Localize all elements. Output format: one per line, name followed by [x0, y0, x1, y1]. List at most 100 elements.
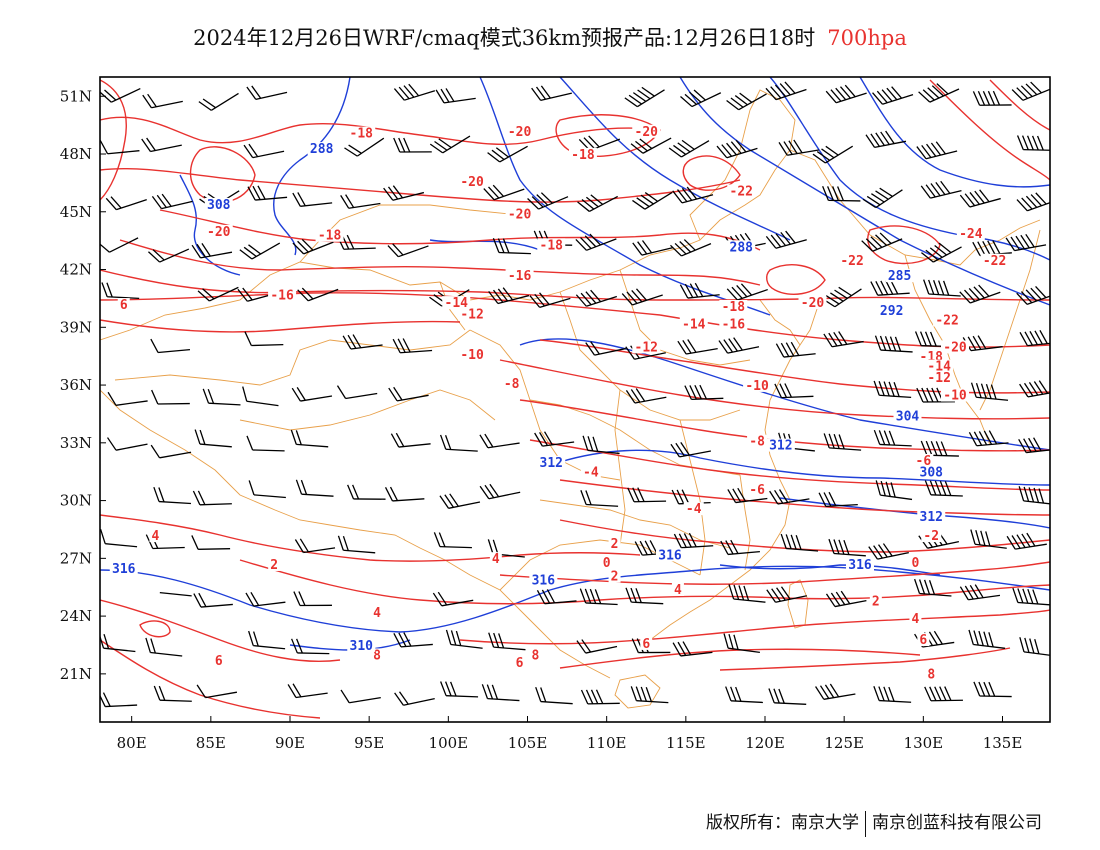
wind-barb	[245, 591, 286, 607]
temperature-label-bg	[743, 378, 772, 392]
wind-barb	[193, 592, 233, 608]
wind-barb	[765, 81, 807, 101]
wind-barb	[968, 629, 1006, 649]
height-label: 292	[880, 304, 903, 319]
xinjiang-inner-border	[114, 329, 471, 386]
wind-barb	[916, 387, 955, 403]
temperature-label: 6	[215, 654, 223, 669]
wind-barb	[393, 137, 432, 153]
temperature-label-bg	[719, 317, 748, 331]
temperature-label: 4	[492, 552, 500, 567]
wind-barb	[673, 532, 714, 549]
lon-tick-label: 130E	[904, 734, 944, 752]
wind-barb	[868, 543, 909, 560]
height-label: 312	[769, 439, 792, 454]
temperature-label-bg	[117, 298, 130, 312]
height-label: 310	[350, 639, 374, 654]
wind-barb	[106, 437, 148, 451]
temperature-label-bg	[679, 317, 708, 331]
height-label: 308	[920, 466, 944, 481]
wind-barb	[632, 240, 674, 256]
temperature-label: 2	[872, 595, 880, 610]
temperature-label-bg	[568, 147, 597, 161]
wind-barb	[812, 145, 854, 164]
temperature-label-bg	[956, 226, 985, 240]
temperature-label-bg	[671, 583, 684, 596]
wind-barb	[575, 289, 618, 307]
height-label-bg	[917, 509, 946, 523]
height-label-bg	[877, 303, 906, 317]
temperature-label-bg	[913, 454, 934, 467]
height-label-bg	[917, 465, 946, 479]
temperature-label: 2	[611, 570, 619, 585]
wind-barb	[153, 486, 191, 505]
temperature-label: -20	[460, 175, 484, 190]
wind-barb	[726, 92, 767, 111]
wind-barb	[632, 191, 673, 210]
wind-barb	[677, 339, 718, 355]
wind-barb	[243, 143, 285, 159]
wind-barb	[778, 139, 819, 156]
central-prov-7	[614, 389, 626, 546]
wind-barb	[625, 388, 667, 404]
temperature-label-bg	[505, 207, 534, 221]
wind-barb	[100, 633, 136, 653]
lon-tick-label: 135E	[983, 734, 1023, 752]
wind-barb	[293, 591, 332, 607]
height-label-bg	[846, 557, 874, 571]
temperature-label: -12	[635, 340, 658, 355]
lon-tick-label: 120E	[745, 734, 785, 752]
temperature-label-bg	[149, 529, 162, 543]
wind-barb	[384, 486, 425, 502]
wind-barb	[972, 90, 1012, 106]
temperature-label-bg	[537, 238, 566, 252]
temperature-label: 2	[270, 558, 278, 573]
lon-tick-label: 115E	[666, 734, 706, 752]
temperature-label: -18	[571, 148, 595, 163]
wind-barb	[145, 637, 183, 657]
temperature-label: -4	[686, 502, 702, 517]
wind-barb	[246, 435, 285, 452]
temperature-contours	[100, 79, 1050, 719]
map-frame	[99, 76, 1051, 723]
temperature-label: -22	[840, 254, 863, 269]
height-label: 316	[112, 562, 136, 577]
wind-barb	[630, 137, 672, 154]
temperature-labels: -18 -20-20-20 -18-20-18-20-18-16-16-14-12-…	[117, 124, 1009, 683]
wind-barb	[247, 185, 288, 201]
copyright-credits: 版权所有：南京大学 南京创蓝科技有限公司	[706, 808, 1042, 837]
temperature-label-bg	[204, 224, 233, 238]
wind-barb	[672, 641, 713, 657]
temperature-label-bg	[489, 552, 502, 566]
wind-barb	[292, 238, 334, 255]
height-label: 312	[540, 456, 563, 471]
wind-barb	[291, 638, 330, 655]
wind-barb	[481, 684, 520, 702]
wind-barb	[970, 382, 1009, 401]
wind-barb	[1019, 329, 1050, 347]
wind-barbs	[100, 81, 1050, 708]
height-label: 316	[532, 573, 556, 588]
temperature-label-bg	[632, 124, 661, 138]
temperature-label: -12	[460, 308, 483, 323]
wind-barb	[492, 238, 531, 255]
wind-barb	[865, 130, 907, 149]
height-label: 312	[920, 510, 943, 525]
wind-barb	[393, 83, 436, 101]
wind-barb	[440, 681, 479, 698]
lat-tick-label: 33N	[60, 434, 92, 452]
lon-tick-label: 125E	[824, 734, 864, 752]
temperature-label-bg	[980, 253, 1009, 267]
wind-barb	[1018, 437, 1050, 454]
wind-barb	[768, 688, 807, 705]
lat-tick-label: 39N	[60, 318, 92, 336]
temperature-label: -6	[749, 483, 765, 498]
wind-barb	[630, 686, 669, 704]
temperature-label-bg	[458, 174, 487, 188]
wind-barb	[388, 386, 429, 402]
wind-barb	[1005, 233, 1047, 252]
temperature-label-bg	[798, 296, 827, 310]
wind-barb	[672, 186, 714, 204]
temperature-label: -14	[445, 296, 469, 311]
